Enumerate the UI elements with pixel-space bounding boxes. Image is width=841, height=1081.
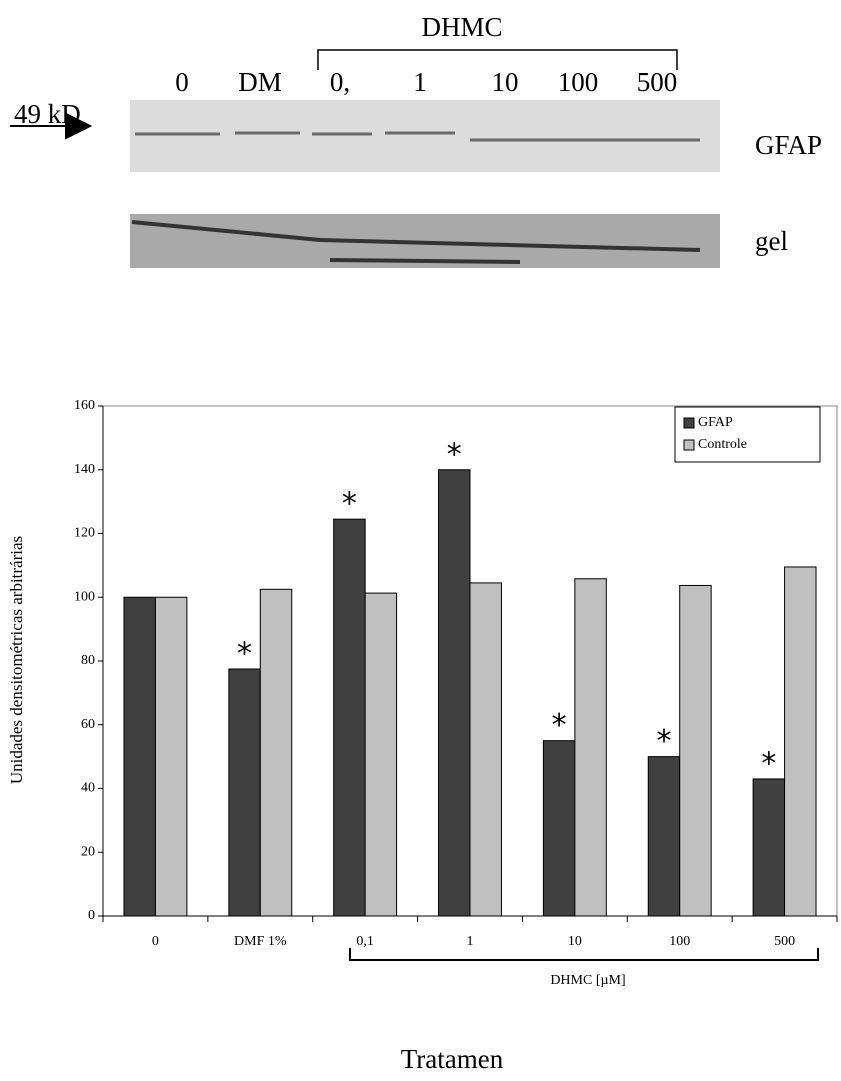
x-tick-label: DMF 1% [234,934,287,949]
bar [543,741,574,916]
significance-marker: * [342,487,357,522]
group-label: DHMC [µM] [550,973,625,988]
y-tick-label: 0 [88,908,95,923]
bar [785,567,816,916]
x-tick-label: 0,1 [356,934,374,949]
legend-swatch [684,440,694,450]
x-tick-label: 10 [568,934,582,949]
x-tick-label: 100 [669,934,690,949]
x-tick-label: 1 [467,934,474,949]
bar [680,585,711,916]
legend-box [675,407,820,462]
bar [753,779,784,916]
bar [229,669,260,916]
blot-row-label: GFAP [755,130,822,160]
significance-marker: * [656,724,671,759]
bar [334,519,365,916]
lane-label: 0 [175,67,189,97]
y-tick-label: 160 [74,398,95,413]
lane-label: 100 [558,67,599,97]
y-tick-label: 100 [74,589,95,604]
group-bracket [350,948,818,960]
lane-label: 500 [637,67,678,97]
bar [470,583,501,916]
figure: DHMC 49 kD GFAP gel Unidades densitométr… [0,0,841,1081]
x-tick-label: 0 [152,934,159,949]
bar [439,470,470,916]
x-tick-label: 500 [774,934,795,949]
bar [575,579,606,916]
legend-label: Controle [698,437,747,452]
bar [648,757,679,916]
significance-marker: * [447,437,462,472]
lane-label: 1 [413,67,427,97]
significance-marker: * [237,636,252,671]
x-axis-label: Tratamen [401,1044,504,1074]
lane-label: 0, [330,67,350,97]
bar [365,593,396,916]
y-tick-label: 120 [74,526,95,541]
significance-marker: * [761,746,776,781]
blot-group-label: DHMC [421,12,502,42]
y-tick-label: 60 [81,717,95,732]
lane-label: DM [238,67,282,97]
blot-row-label: gel [755,226,788,256]
legend-swatch [684,418,694,428]
y-tick-label: 140 [74,462,95,477]
y-tick-label: 80 [81,653,95,668]
bar [155,597,186,916]
bar [260,589,291,916]
legend-label: GFAP [698,415,733,430]
y-tick-label: 20 [81,844,95,859]
page: {"blot": {"group_label": "DHMC", "lanes"… [0,0,841,1081]
y-tick-label: 40 [81,781,95,796]
bar [124,597,155,916]
blot-gfap [130,100,720,172]
y-axis-label: Unidades densitométricas arbitrárias [7,536,26,784]
significance-marker: * [552,708,567,743]
lane-label: 10 [492,67,519,97]
